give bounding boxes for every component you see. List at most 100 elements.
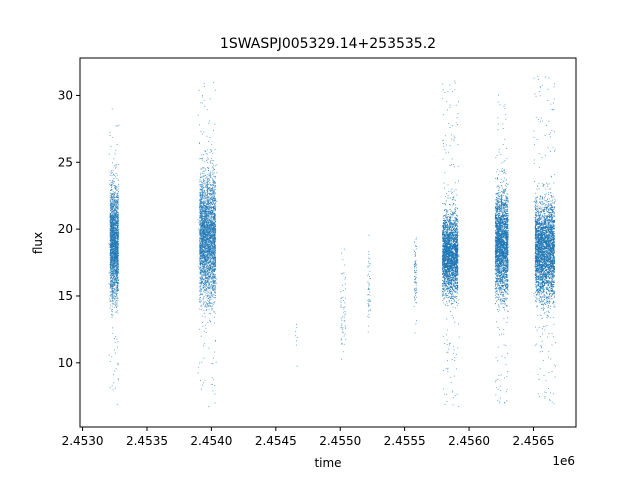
- data-point: [113, 276, 115, 278]
- data-point: [213, 184, 215, 186]
- data-point: [110, 184, 112, 186]
- data-point: [112, 219, 114, 221]
- data-point: [111, 284, 112, 286]
- data-point: [204, 201, 206, 203]
- data-point: [115, 164, 117, 166]
- data-point: [204, 205, 206, 206]
- data-point: [210, 148, 212, 150]
- data-point: [116, 260, 118, 262]
- data-point: [110, 146, 112, 147]
- data-point: [114, 263, 116, 265]
- data-point: [116, 301, 118, 303]
- data-point: [199, 215, 201, 217]
- data-point: [113, 230, 114, 232]
- data-point: [113, 197, 115, 199]
- data-point: [209, 226, 211, 228]
- data-point: [117, 193, 119, 195]
- data-point: [111, 195, 112, 197]
- data-point: [111, 203, 113, 205]
- data-point: [207, 241, 209, 242]
- data-point: [116, 235, 118, 237]
- data-point: [116, 289, 118, 291]
- data-point: [112, 327, 113, 329]
- data-point: [110, 263, 112, 265]
- data-point: [110, 194, 112, 196]
- data-point: [112, 262, 114, 264]
- data-point: [203, 154, 204, 155]
- data-point: [199, 228, 201, 229]
- data-point: [115, 185, 116, 187]
- data-point: [117, 232, 119, 233]
- data-point: [117, 202, 119, 204]
- data-point: [111, 243, 113, 245]
- data-point: [209, 233, 211, 234]
- data-point: [207, 195, 208, 197]
- data-point: [117, 179, 119, 181]
- data-point: [114, 235, 116, 236]
- data-point: [212, 228, 213, 230]
- data-point: [116, 194, 118, 196]
- data-point: [212, 304, 214, 305]
- data-point: [201, 236, 203, 238]
- data-point: [110, 209, 112, 211]
- data-point: [115, 311, 117, 313]
- data-point: [116, 263, 117, 265]
- data-point: [111, 243, 112, 245]
- data-point: [116, 276, 118, 277]
- data-point: [108, 243, 110, 245]
- data-point: [113, 264, 115, 266]
- data-point: [111, 253, 113, 254]
- data-point: [201, 158, 203, 160]
- data-point: [110, 225, 112, 227]
- data-point: [113, 265, 114, 267]
- data-point: [208, 280, 210, 282]
- data-point: [114, 304, 116, 305]
- data-point: [113, 272, 115, 274]
- data-point: [208, 200, 210, 202]
- data-point: [202, 194, 204, 196]
- data-point: [204, 272, 206, 274]
- data-point: [112, 232, 114, 234]
- data-point: [207, 177, 209, 179]
- data-point: [110, 242, 112, 243]
- data-point: [209, 305, 211, 307]
- data-point: [213, 191, 215, 193]
- data-point: [118, 213, 119, 215]
- data-point: [200, 211, 202, 213]
- data-point: [113, 232, 115, 233]
- data-point: [115, 192, 117, 194]
- data-point: [118, 279, 119, 281]
- data-point: [114, 225, 116, 227]
- data-point: [214, 222, 216, 224]
- data-point: [115, 234, 117, 235]
- data-point: [200, 242, 201, 244]
- data-point: [111, 221, 113, 223]
- data-point: [213, 196, 215, 198]
- data-point: [203, 310, 205, 312]
- data-point: [202, 211, 204, 213]
- data-point: [109, 255, 111, 256]
- data-point: [112, 245, 114, 246]
- data-point: [111, 291, 113, 293]
- data-point: [206, 241, 207, 243]
- data-point: [208, 187, 209, 189]
- data-point: [208, 250, 210, 252]
- data-point: [112, 243, 114, 245]
- data-point: [215, 230, 217, 232]
- data-point: [110, 233, 112, 235]
- data-point: [111, 247, 113, 249]
- data-point: [113, 251, 115, 253]
- data-point: [109, 220, 111, 222]
- data-point: [116, 249, 118, 251]
- data-point: [117, 297, 119, 299]
- data-point: [114, 260, 116, 262]
- data-point: [213, 164, 214, 166]
- data-point: [214, 285, 216, 287]
- data-point: [204, 244, 206, 246]
- data-point: [200, 184, 202, 186]
- data-point: [205, 211, 207, 213]
- data-point: [116, 268, 118, 270]
- data-point: [212, 239, 214, 241]
- data-point: [199, 301, 201, 302]
- data-point: [114, 246, 116, 247]
